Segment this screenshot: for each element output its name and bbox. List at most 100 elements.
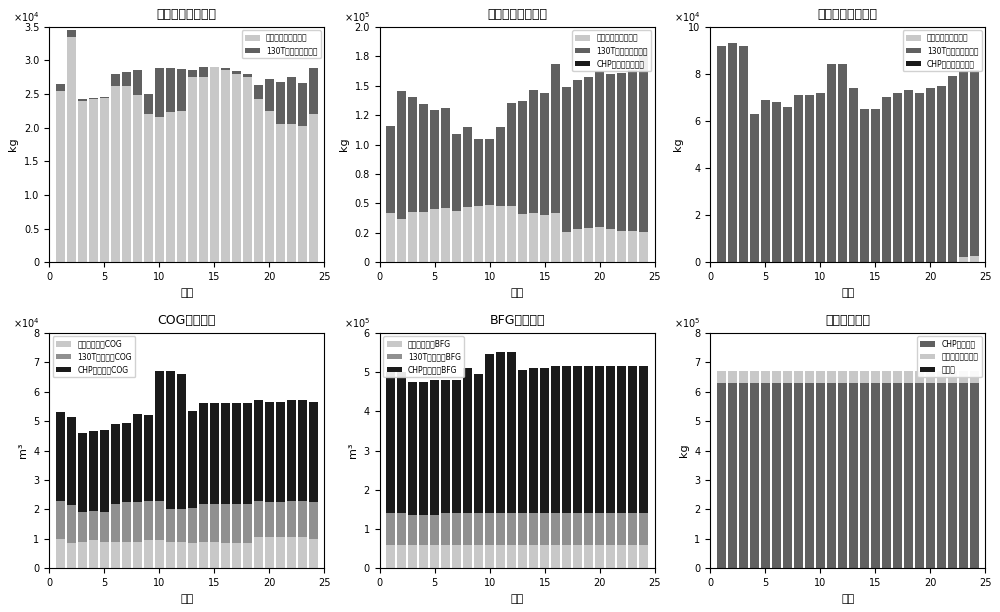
Bar xyxy=(761,100,770,263)
Bar xyxy=(595,366,604,513)
Bar xyxy=(144,94,153,114)
Bar xyxy=(78,433,87,512)
Bar xyxy=(100,542,109,569)
Bar xyxy=(860,371,869,382)
Bar xyxy=(717,382,726,569)
Bar xyxy=(309,114,318,263)
Bar xyxy=(56,501,65,539)
Y-axis label: kg: kg xyxy=(679,444,689,457)
Bar xyxy=(144,501,153,540)
Bar xyxy=(893,92,902,263)
Bar xyxy=(188,543,197,569)
Title: 电力产生情况: 电力产生情况 xyxy=(825,315,870,327)
Bar xyxy=(166,69,175,112)
Bar xyxy=(210,403,219,504)
Legend: 启动锅炉消耗COG, 130T锅炉消耗COG, CHP机组消耗COG: 启动锅炉消耗COG, 130T锅炉消耗COG, CHP机组消耗COG xyxy=(53,337,135,377)
Bar xyxy=(441,208,450,263)
Bar xyxy=(474,374,483,513)
Bar xyxy=(199,542,208,569)
Bar xyxy=(89,98,98,99)
Bar xyxy=(254,99,263,263)
Bar xyxy=(144,114,153,263)
Bar xyxy=(474,545,483,569)
Bar xyxy=(56,412,65,501)
Bar xyxy=(298,400,307,501)
Bar xyxy=(199,504,208,542)
Y-axis label: kg: kg xyxy=(8,138,18,151)
Bar xyxy=(166,112,175,263)
Bar xyxy=(540,513,549,545)
Bar xyxy=(276,402,285,502)
Bar xyxy=(265,79,274,111)
Text: $\times10^5$: $\times10^5$ xyxy=(344,10,370,24)
Bar xyxy=(639,49,648,232)
Bar xyxy=(772,382,781,569)
Bar xyxy=(122,422,131,502)
Bar xyxy=(287,124,296,263)
Bar xyxy=(926,88,935,263)
Bar xyxy=(794,371,803,382)
Bar xyxy=(232,71,241,74)
Bar xyxy=(794,382,803,569)
Bar xyxy=(419,382,428,515)
Bar xyxy=(243,403,252,504)
X-axis label: 时段: 时段 xyxy=(511,288,524,297)
Bar xyxy=(408,382,417,515)
Bar xyxy=(221,504,230,543)
Bar xyxy=(948,76,957,263)
Bar xyxy=(210,67,219,263)
Y-axis label: m³: m³ xyxy=(348,442,358,458)
Bar xyxy=(628,70,637,231)
X-axis label: 时段: 时段 xyxy=(841,288,854,297)
Bar xyxy=(221,403,230,504)
Bar xyxy=(265,111,274,263)
Bar xyxy=(507,103,516,206)
Bar xyxy=(584,513,593,545)
Bar xyxy=(959,71,968,257)
Bar xyxy=(540,368,549,513)
Bar xyxy=(452,545,461,569)
Bar xyxy=(441,545,450,569)
Bar xyxy=(805,95,814,263)
Bar xyxy=(155,540,164,569)
Bar xyxy=(243,543,252,569)
Bar xyxy=(540,215,549,263)
Bar xyxy=(772,371,781,382)
Bar xyxy=(177,509,186,542)
Bar xyxy=(573,366,582,513)
Bar xyxy=(628,366,637,513)
Bar xyxy=(100,97,109,98)
Bar xyxy=(397,545,406,569)
Bar xyxy=(441,108,450,208)
Bar xyxy=(595,513,604,545)
Bar xyxy=(937,86,946,263)
Bar xyxy=(606,366,615,513)
Bar xyxy=(584,545,593,569)
Bar xyxy=(254,85,263,99)
Bar xyxy=(728,382,737,569)
Bar xyxy=(750,114,759,263)
Bar xyxy=(562,366,571,513)
Bar xyxy=(639,366,648,513)
Bar xyxy=(529,368,538,513)
Bar xyxy=(232,74,241,263)
Bar xyxy=(276,124,285,263)
Bar xyxy=(617,73,626,231)
Bar xyxy=(298,126,307,263)
Bar xyxy=(89,540,98,569)
Bar xyxy=(794,95,803,263)
Bar xyxy=(111,86,120,263)
Bar xyxy=(496,206,505,263)
Text: $\times10^5$: $\times10^5$ xyxy=(674,316,701,330)
Bar xyxy=(276,537,285,569)
Bar xyxy=(221,70,230,263)
Bar xyxy=(298,83,307,126)
Bar xyxy=(199,403,208,504)
Bar xyxy=(397,91,406,218)
Bar xyxy=(419,212,428,263)
Bar xyxy=(430,110,439,209)
Bar xyxy=(518,545,527,569)
Bar xyxy=(188,508,197,543)
Bar xyxy=(221,68,230,70)
Title: 中压蒸汽产生情况: 中压蒸汽产生情况 xyxy=(487,9,547,21)
